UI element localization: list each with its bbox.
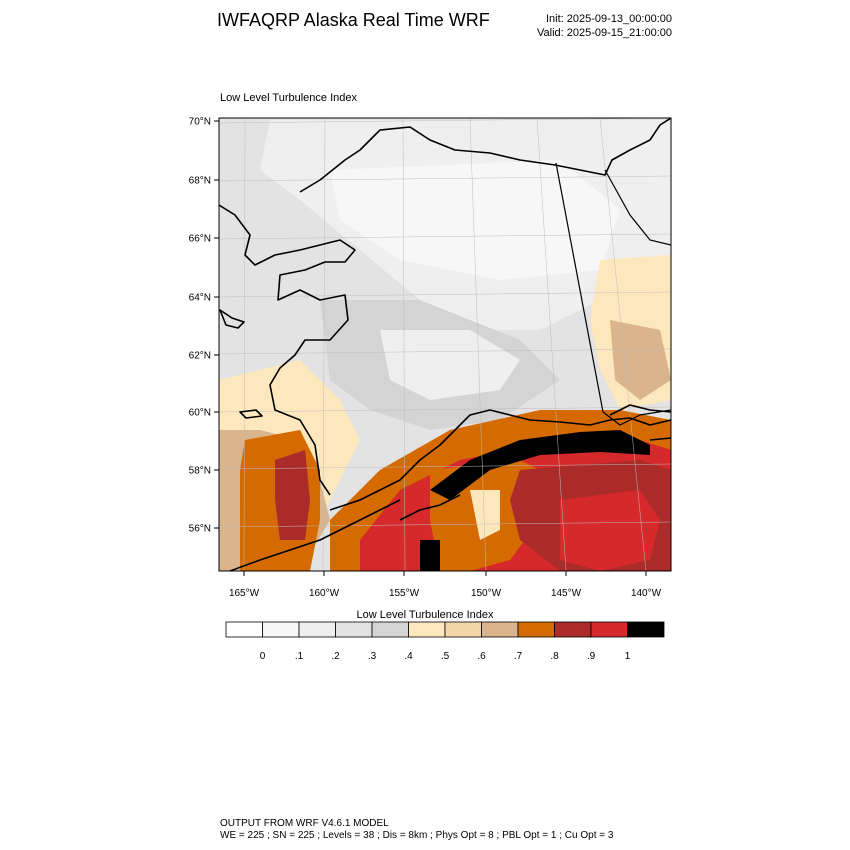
panhandle-border bbox=[602, 409, 671, 426]
colorbar-swatch bbox=[444, 621, 482, 638]
colorbar-swatch bbox=[335, 621, 373, 638]
lon-tick-label: 150°W bbox=[471, 588, 502, 599]
field-black-band bbox=[430, 430, 650, 500]
colorbar-label: .1 bbox=[295, 651, 304, 662]
south-coastline bbox=[329, 409, 671, 511]
colorbar-label: .6 bbox=[477, 651, 486, 662]
west-coastline bbox=[219, 204, 356, 496]
lat-tick-label: 56°N bbox=[189, 524, 211, 535]
field-central-light bbox=[380, 330, 520, 400]
meridian-line bbox=[322, 118, 326, 571]
lat-tick-label: 60°N bbox=[189, 408, 211, 419]
field-gulf-red-core bbox=[560, 490, 660, 571]
colorbar-swatch bbox=[554, 621, 592, 638]
lon-tick-label: 145°W bbox=[551, 588, 582, 599]
parallel-line bbox=[219, 291, 671, 298]
parallel-line bbox=[219, 406, 671, 413]
colorbar-swatch bbox=[481, 621, 519, 638]
lat-tick-label: 66°N bbox=[189, 234, 211, 245]
model-info-line2: WE = 225 ; SN = 225 ; Levels = 38 ; Dis … bbox=[220, 830, 614, 841]
parallel-line bbox=[219, 233, 671, 240]
meridian-line bbox=[402, 118, 406, 571]
field-east-tan bbox=[610, 320, 671, 400]
plot-title: IWFAQRP Alaska Real Time WRF bbox=[217, 10, 490, 30]
colorbar-label: .7 bbox=[514, 651, 523, 662]
field-black-patch bbox=[420, 540, 440, 571]
field-interior-lighter bbox=[330, 160, 620, 280]
colorbar: 0 .1 .2 .3 .4 .5 .6 .7 .8 .9 1 bbox=[225, 621, 665, 662]
colorbar-title: Low Level Turbulence Index bbox=[356, 609, 494, 621]
kodiak-coastline bbox=[399, 494, 461, 521]
lat-tick-label: 70°N bbox=[189, 117, 211, 128]
colorbar-swatch bbox=[298, 621, 336, 638]
colorbar-label: .4 bbox=[404, 651, 413, 662]
latitude-axis: 70°N 68°N 66°N 64°N 62°N 60°N 58°N 56°N bbox=[189, 117, 219, 535]
island-coastline bbox=[239, 409, 263, 419]
valid-time: Valid: 2025-09-15_21:00:00 bbox=[537, 27, 672, 39]
map-frame bbox=[218, 117, 672, 572]
peninsula-coastline bbox=[229, 499, 401, 571]
colorbar-label: .8 bbox=[550, 651, 559, 662]
lon-tick-label: 140°W bbox=[631, 588, 662, 599]
yukon-coast-border bbox=[604, 169, 671, 246]
colorbar-swatch bbox=[262, 621, 300, 638]
meridian-line bbox=[536, 118, 567, 571]
colorbar-label: .2 bbox=[331, 651, 340, 662]
model-info-line1: OUTPUT FROM WRF V4.6.1 MODEL bbox=[220, 818, 389, 829]
map-field-title: Low Level Turbulence Index bbox=[220, 92, 357, 104]
field-west-darkred bbox=[275, 450, 310, 540]
parallel-line bbox=[219, 118, 671, 124]
colorbar-swatch bbox=[225, 621, 263, 638]
parallel-line bbox=[219, 521, 671, 528]
coastlines bbox=[219, 118, 671, 571]
colorbar-swatch bbox=[371, 621, 409, 638]
meridian-line bbox=[599, 118, 647, 571]
turbulence-field bbox=[219, 118, 671, 571]
field-gulf-pale-core bbox=[470, 490, 500, 540]
meridian-line bbox=[243, 118, 246, 571]
parallel-line bbox=[219, 348, 671, 355]
panhandle-coastline bbox=[649, 437, 671, 441]
lat-tick-label: 62°N bbox=[189, 351, 211, 362]
colorbar-label: 0 bbox=[260, 651, 266, 662]
lon-tick-label: 155°W bbox=[389, 588, 420, 599]
colorbar-swatch bbox=[590, 621, 628, 638]
parallel-line bbox=[219, 175, 671, 182]
borders bbox=[555, 162, 671, 426]
lat-tick-label: 68°N bbox=[189, 176, 211, 187]
us-canada-border bbox=[555, 162, 604, 413]
lon-tick-label: 165°W bbox=[229, 588, 260, 599]
panhandle-coastline bbox=[609, 404, 671, 416]
colorbar-label: .9 bbox=[587, 651, 596, 662]
north-coastline bbox=[299, 118, 671, 193]
graticule bbox=[219, 118, 671, 571]
meridian-line bbox=[469, 118, 487, 571]
colorbar-label: .3 bbox=[368, 651, 377, 662]
longitude-axis: 165°W 160°W 155°W 150°W 145°W 140°W bbox=[229, 571, 662, 599]
colorbar-label: 1 bbox=[625, 651, 631, 662]
island-coastline bbox=[219, 309, 245, 329]
init-time: Init: 2025-09-13_00:00:00 bbox=[546, 13, 672, 25]
parallel-line bbox=[219, 463, 671, 470]
colorbar-swatch bbox=[627, 621, 665, 638]
colorbar-swatch bbox=[408, 621, 446, 638]
colorbar-label: .5 bbox=[441, 651, 450, 662]
lat-tick-label: 58°N bbox=[189, 466, 211, 477]
lon-tick-label: 160°W bbox=[309, 588, 340, 599]
colorbar-swatch bbox=[517, 621, 555, 638]
lat-tick-label: 64°N bbox=[189, 293, 211, 304]
